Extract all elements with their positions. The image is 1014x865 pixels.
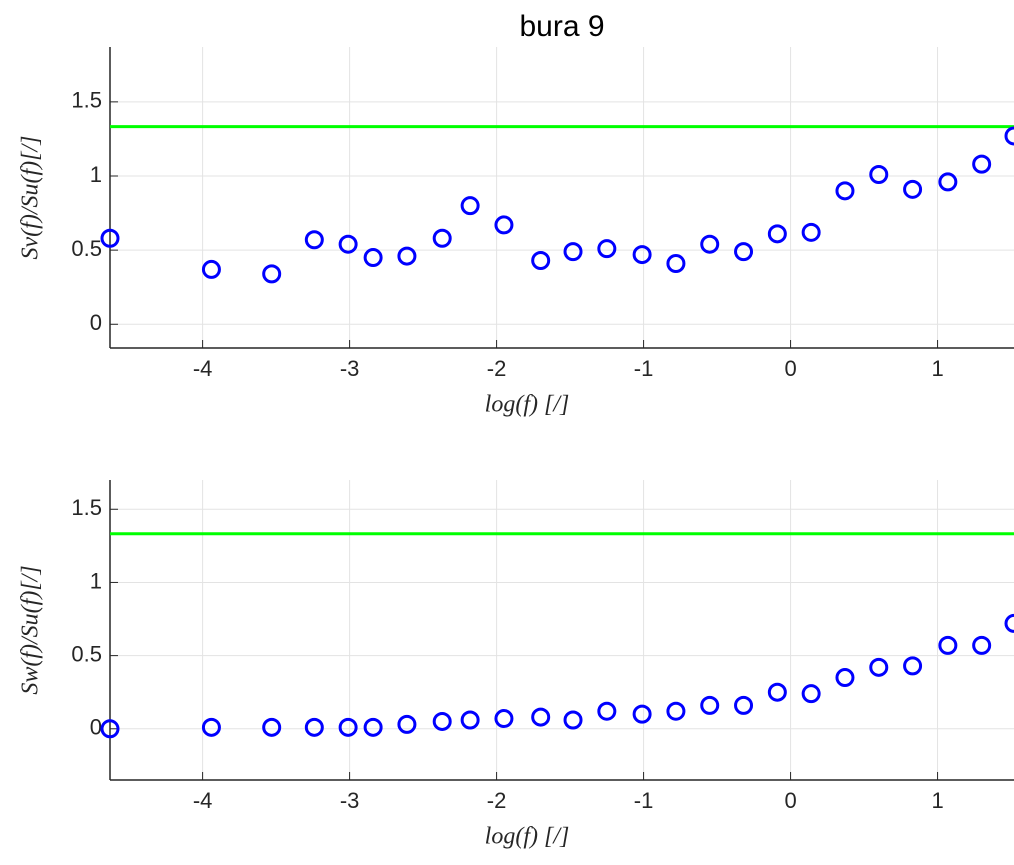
y-tick-label: 1 [90, 162, 102, 187]
data-point [972, 154, 992, 174]
x-tick-label: -1 [634, 788, 654, 813]
y-tick-label: 0.5 [71, 236, 102, 261]
data-point [563, 710, 583, 730]
data-point [460, 196, 480, 216]
data-point [494, 215, 514, 235]
x-axis-label: log(f) [/] [485, 824, 570, 850]
y-axis-label: Sv(f)/Su(f)[/] [18, 136, 44, 260]
data-point [801, 222, 821, 242]
y-tick-label: 1.5 [71, 88, 102, 113]
data-point [304, 717, 324, 737]
x-tick-label: -1 [634, 356, 654, 381]
x-tick-label: 1 [931, 788, 943, 813]
data-point [363, 248, 383, 268]
x-tick-label: -3 [340, 356, 360, 381]
data-point [494, 709, 514, 729]
data-point [563, 242, 583, 262]
data-point [700, 695, 720, 715]
data-point [903, 179, 923, 199]
data-point [903, 656, 923, 676]
data-point [734, 695, 754, 715]
data-point [531, 251, 551, 271]
y-tick-label: 0 [90, 310, 102, 335]
data-point [1004, 126, 1014, 146]
x-tick-label: 0 [784, 356, 796, 381]
data-point [597, 239, 617, 259]
data-point [432, 228, 452, 248]
data-point [869, 165, 889, 185]
y-axis-label: Sw(f)/Su(f)[/] [18, 565, 44, 694]
data-point [597, 701, 617, 721]
data-point [363, 717, 383, 737]
data-point [666, 253, 686, 273]
x-tick-label: -4 [193, 356, 213, 381]
x-tick-label: -2 [487, 356, 507, 381]
data-point [700, 234, 720, 254]
data-point [432, 711, 452, 731]
data-point [938, 635, 958, 655]
data-point [201, 259, 221, 279]
y-tick-label: 0 [90, 715, 102, 740]
x-tick-label: 0 [784, 788, 796, 813]
data-point [632, 245, 652, 265]
x-axis-label: log(f) [/] [485, 392, 570, 418]
y-tick-label: 0.5 [71, 641, 102, 666]
data-point [338, 234, 358, 254]
y-tick-label: 1 [90, 568, 102, 593]
data-point [835, 181, 855, 201]
data-point [100, 719, 120, 739]
data-point [397, 714, 417, 734]
data-point [531, 707, 551, 727]
x-tick-label: -4 [193, 788, 213, 813]
data-point [262, 717, 282, 737]
data-point [632, 704, 652, 724]
chart-title: bura 9 [519, 10, 604, 43]
x-tick-label: -3 [340, 788, 360, 813]
data-point [734, 242, 754, 262]
data-point [869, 657, 889, 677]
data-point [767, 682, 787, 702]
data-point [262, 264, 282, 284]
x-tick-label: 1 [931, 356, 943, 381]
data-point [666, 701, 686, 721]
data-point [938, 172, 958, 192]
data-point [801, 684, 821, 704]
data-point [304, 230, 324, 250]
data-point [100, 228, 120, 248]
y-tick-label: 1.5 [71, 495, 102, 520]
data-point [201, 717, 221, 737]
data-point [460, 710, 480, 730]
data-point [397, 246, 417, 266]
data-point [835, 668, 855, 688]
data-point [972, 635, 992, 655]
data-point [338, 717, 358, 737]
data-point [767, 224, 787, 244]
x-tick-label: -2 [487, 788, 507, 813]
data-point [1004, 613, 1014, 633]
